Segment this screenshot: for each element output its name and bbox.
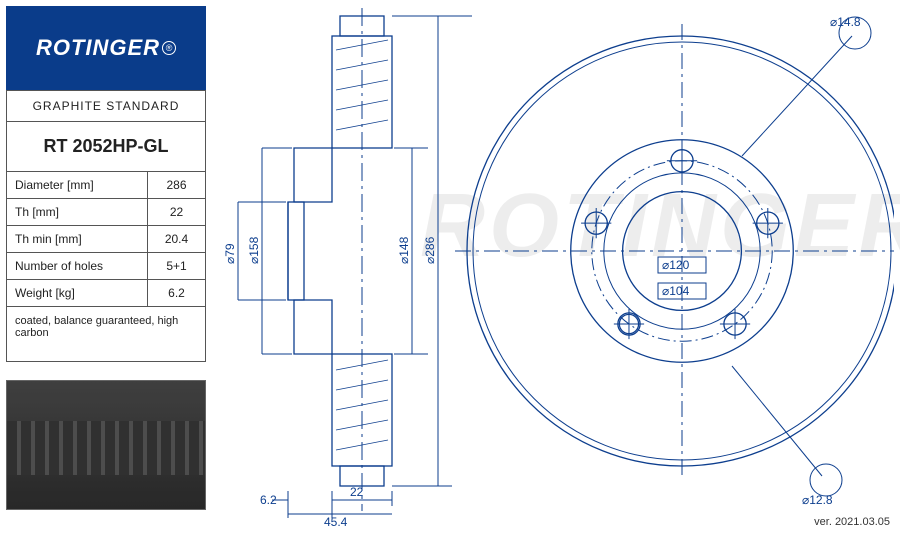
dim-d148: ⌀148 [397,236,411,264]
spec-notes: coated, balance guaranteed, high carbon [7,307,206,362]
dim-off: 6.2 [260,493,277,507]
dim-d286: ⌀286 [423,236,437,264]
spec-value: 286 [148,172,206,199]
part-number: RT 2052HP-GL [7,122,206,172]
dim-extra-hole: ⌀12.8 [802,493,833,507]
spec-panel: ROTINGER ® GRAPHITE STANDARD RT 2052HP-G… [6,6,206,362]
spec-label: Diameter [mm] [7,172,148,199]
spec-value: 5+1 [148,253,206,280]
spec-value: 20.4 [148,226,206,253]
version-label: ver. 2021.03.05 [814,516,890,528]
spec-label: Weight [kg] [7,280,148,307]
spec-label: Number of holes [7,253,148,280]
side-view: ⌀158 ⌀79 ⌀148 ⌀286 22 45.4 6.2 [223,8,472,528]
spec-value: 22 [148,199,206,226]
spec-subtitle: GRAPHITE STANDARD [7,91,206,122]
spec-value: 6.2 [148,280,206,307]
spec-label: Th [mm] [7,199,148,226]
svg-text:⌀104: ⌀104 [662,284,690,298]
dim-th: 22 [350,485,364,499]
registered-mark: ® [162,41,176,55]
brand-name: ROTINGER [36,35,160,61]
dim-d79: ⌀79 [223,243,237,264]
technical-drawing: ⌀158 ⌀79 ⌀148 ⌀286 22 45.4 6.2 ⌀120⌀104 … [212,6,894,528]
brand-logo: ROTINGER ® [6,6,206,90]
spec-label: Th min [mm] [7,226,148,253]
disc-photo-strip [6,380,206,510]
dim-face: 45.4 [324,515,348,528]
spec-table: GRAPHITE STANDARD RT 2052HP-GL Diameter … [6,90,206,362]
dim-bolt-hole: ⌀14.8 [830,15,861,29]
dim-d158: ⌀158 [247,236,261,264]
front-view: ⌀120 ⌀104 [455,24,894,478]
svg-text:⌀120: ⌀120 [662,258,690,272]
